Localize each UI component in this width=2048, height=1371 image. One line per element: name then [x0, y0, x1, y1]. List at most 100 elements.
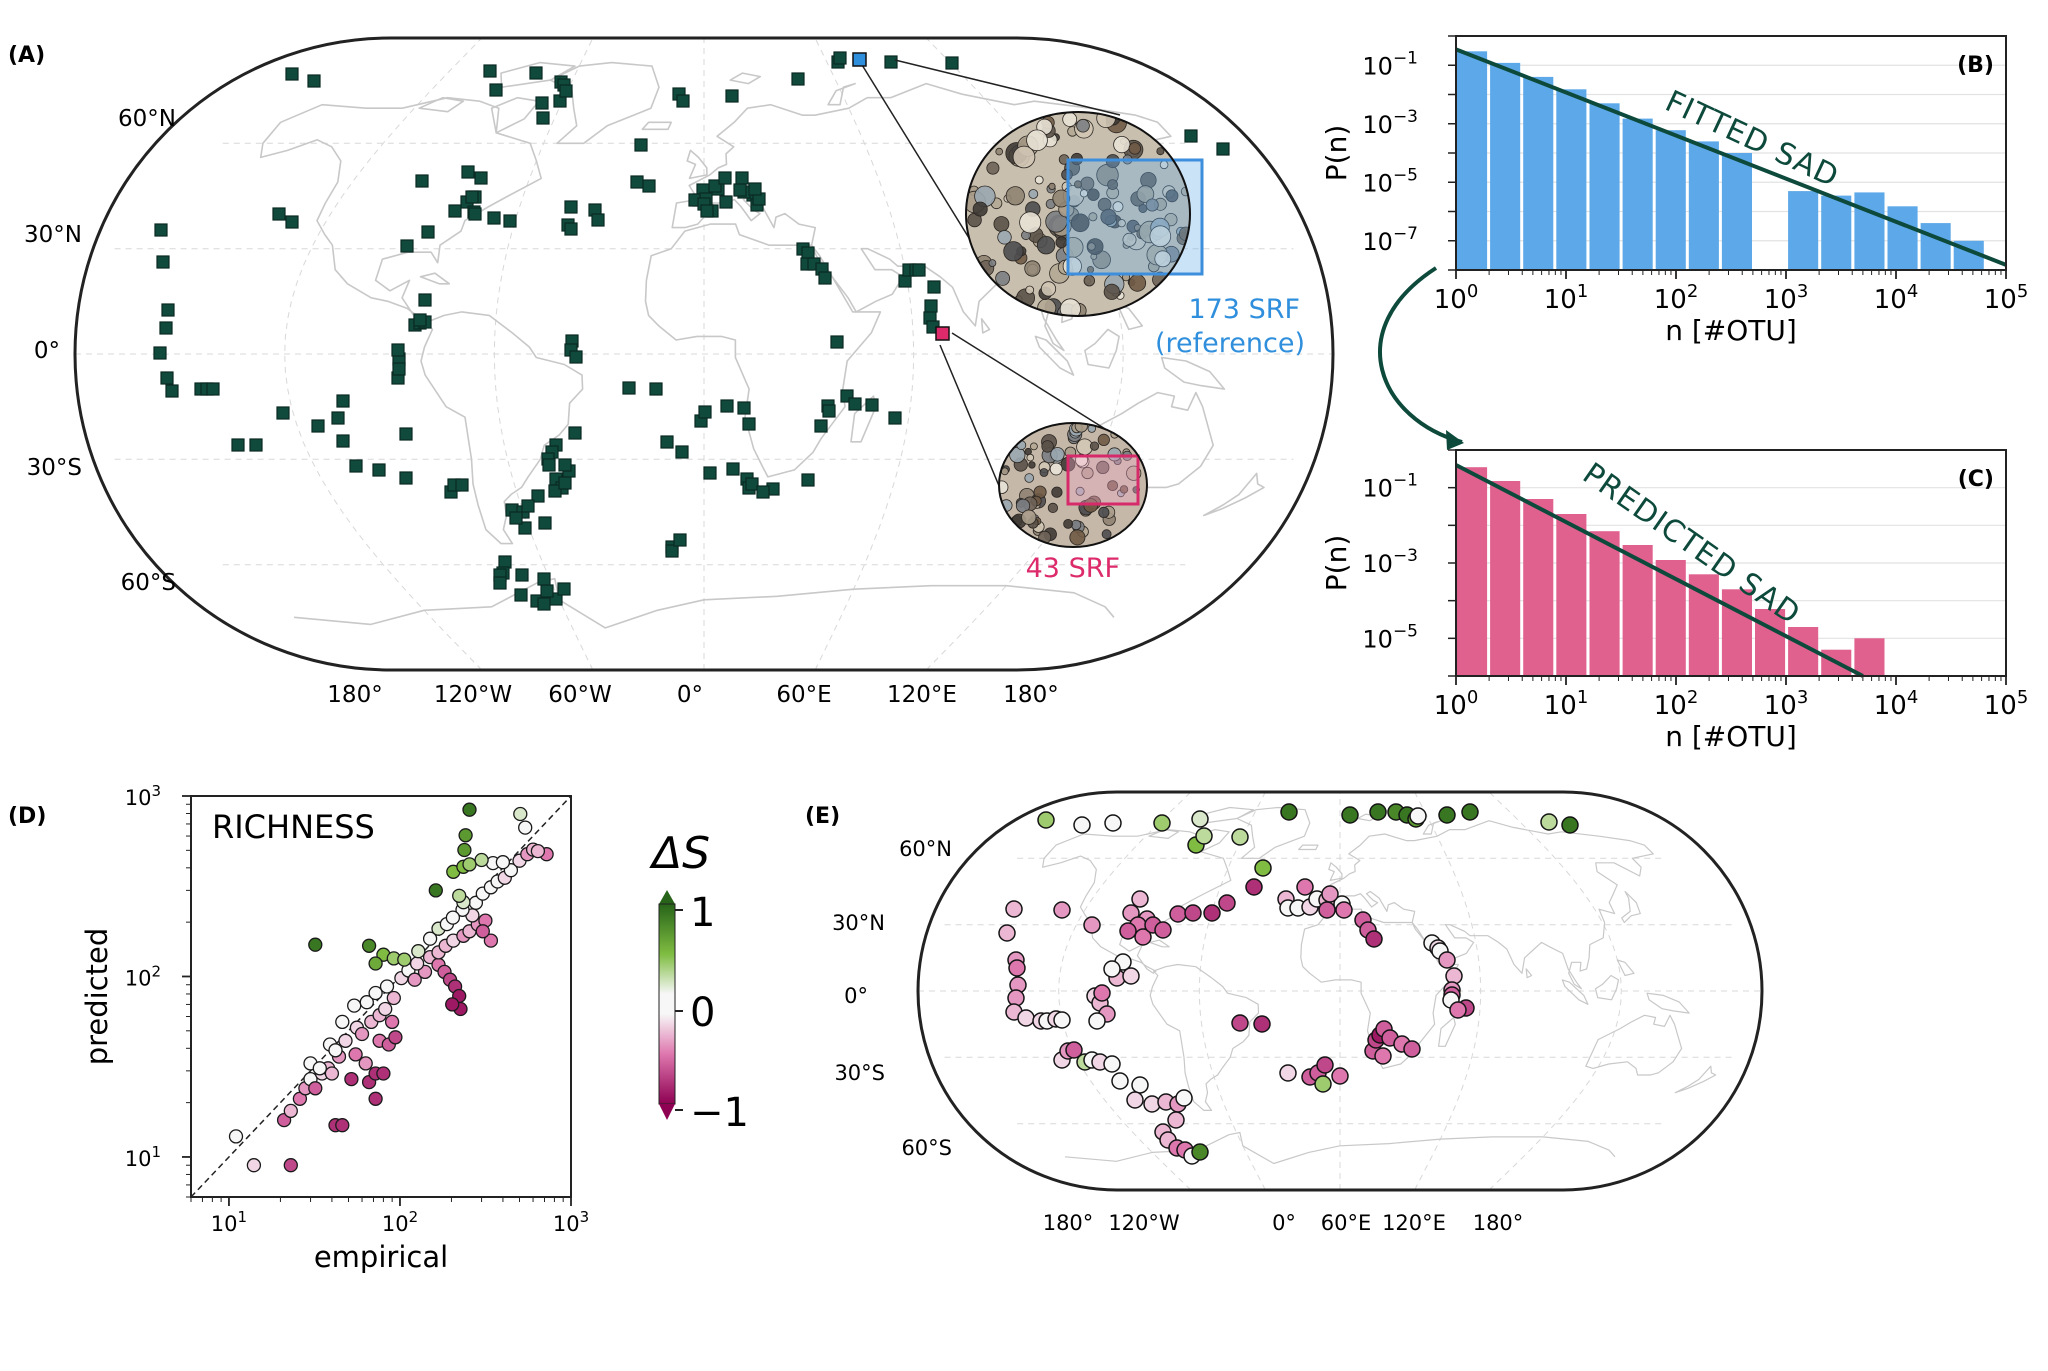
- microfossil-particle: [1145, 198, 1159, 212]
- coastline-novaya: [827, 82, 856, 106]
- sample-site-marker: [542, 458, 556, 472]
- delta-s-site-marker: [1017, 1009, 1035, 1027]
- richness-point: [347, 998, 362, 1013]
- x-axis-label: empirical: [314, 1240, 448, 1274]
- colorbar-tick-zero: 0: [690, 990, 715, 1036]
- delta-s-site-marker: [1083, 916, 1101, 934]
- delta-s-site-marker: [1122, 967, 1140, 985]
- sample-site-marker: [372, 463, 386, 477]
- coastline-northAmerica: [259, 96, 542, 327]
- longitude-label: 120°W: [434, 682, 512, 708]
- sample-site-marker: [272, 207, 286, 221]
- coastline-novaya: [1422, 820, 1442, 835]
- zoom-connector-top: [894, 59, 1121, 116]
- histogram-bar: [1622, 118, 1653, 270]
- histogram-bar: [1457, 467, 1488, 676]
- richness-point: [344, 1071, 359, 1087]
- coastline-newguinea: [1646, 992, 1690, 1014]
- delta-s-site-marker: [1053, 1011, 1071, 1029]
- sample-site-marker: [349, 459, 363, 473]
- sample-site-marker: [487, 211, 501, 225]
- delta-s-site-marker: [1153, 814, 1171, 832]
- microfossil-particle: [1107, 447, 1122, 462]
- sample-site-marker: [483, 64, 497, 78]
- delta-s-site-marker: [1195, 827, 1213, 845]
- delta-s-site-marker: [1169, 905, 1187, 923]
- sample-site-marker: [1216, 142, 1230, 156]
- sample-site-marker: [814, 419, 828, 433]
- coastline-nz: [1203, 472, 1265, 517]
- richness-point: [308, 1081, 323, 1096]
- microfossil-particle: [1098, 506, 1110, 519]
- colorbar-top-arrow: [659, 890, 675, 904]
- sample-site-marker: [745, 477, 759, 491]
- latitude-label: 30°N: [24, 222, 82, 248]
- histogram-bar: [1622, 545, 1653, 676]
- sample-site-marker: [537, 597, 551, 611]
- x-tick-label: 100: [1434, 281, 1479, 315]
- richness-point: [530, 843, 546, 859]
- sample-site-marker: [336, 434, 350, 448]
- microfossil-particle: [1024, 260, 1041, 277]
- microfossil-particle: [1021, 509, 1037, 525]
- sample-site-marker: [622, 381, 636, 395]
- coastline-greenland: [549, 61, 660, 145]
- longitude-label: 180°: [327, 682, 382, 708]
- panel-a-map-outline: [73, 36, 1335, 672]
- delta-s-site-marker: [1403, 1040, 1421, 1058]
- histogram-bar: [1589, 103, 1620, 270]
- longitude-label: 0°: [677, 682, 703, 708]
- sample-site-marker: [564, 222, 578, 236]
- longitude-label: 180°: [1473, 1211, 1524, 1235]
- microscope-image-large: [965, 111, 1204, 317]
- sample-site-marker: [538, 516, 552, 530]
- sample-site-marker: [833, 51, 847, 65]
- microfossil-particle: [1055, 236, 1068, 249]
- x-tick-label: 102: [382, 1208, 418, 1236]
- sample-site-marker: [336, 394, 350, 408]
- sample-site-marker: [801, 473, 815, 487]
- microfossil-particle: [1107, 480, 1118, 492]
- microfossil-particle: [1156, 147, 1165, 156]
- histogram-bar: [1589, 531, 1620, 676]
- microfossil-particle: [1113, 136, 1131, 154]
- microfossil-particle: [1005, 186, 1025, 206]
- delta-s-site-marker: [1184, 904, 1202, 922]
- microfossil-particle: [1025, 285, 1035, 295]
- sample-site-marker: [557, 582, 571, 596]
- microfossil-particle: [988, 259, 997, 268]
- scatter-plot-area: [191, 796, 571, 1197]
- longitude-label: 60°E: [1321, 1211, 1372, 1235]
- panel-label: (C): [1958, 467, 1994, 492]
- sample-site-marker: [518, 521, 532, 535]
- histogram-bar: [1688, 141, 1719, 270]
- sample-site-marker: [468, 207, 482, 221]
- panel-a-label: (A): [8, 43, 45, 68]
- sample-site-marker: [634, 138, 648, 152]
- sample-site-marker: [331, 411, 345, 425]
- sample-site-marker: [461, 165, 475, 179]
- sample-site-marker: [489, 83, 503, 97]
- coastline-eurasia: [671, 82, 1172, 352]
- richness-point: [411, 944, 426, 959]
- coastline-uk: [1328, 862, 1343, 881]
- microfossil-particle: [1076, 118, 1090, 133]
- sample-site-marker: [924, 299, 938, 313]
- sample-site-marker: [514, 588, 528, 602]
- y-tick-label: 10−1: [1362, 471, 1418, 503]
- sample-site-marker: [503, 214, 517, 228]
- microfossil-particle: [1128, 274, 1147, 292]
- richness-point: [283, 1103, 298, 1119]
- sample-site-marker: [399, 427, 413, 441]
- sample-site-marker: [1184, 129, 1198, 143]
- sample-site-marker: [559, 84, 573, 98]
- delta-s-colorbar: ΔS 1 0 −1: [649, 828, 749, 1136]
- delta-s-site-marker: [1111, 1072, 1129, 1090]
- sample-site-marker: [703, 466, 717, 480]
- sample-site-marker: [536, 111, 550, 125]
- histogram-bar: [1655, 130, 1686, 270]
- x-tick-label: 103: [553, 1208, 589, 1236]
- microfossil-particle: [1062, 112, 1078, 127]
- microfossil-particle: [1059, 298, 1082, 316]
- delta-s-site-marker: [1374, 1047, 1392, 1065]
